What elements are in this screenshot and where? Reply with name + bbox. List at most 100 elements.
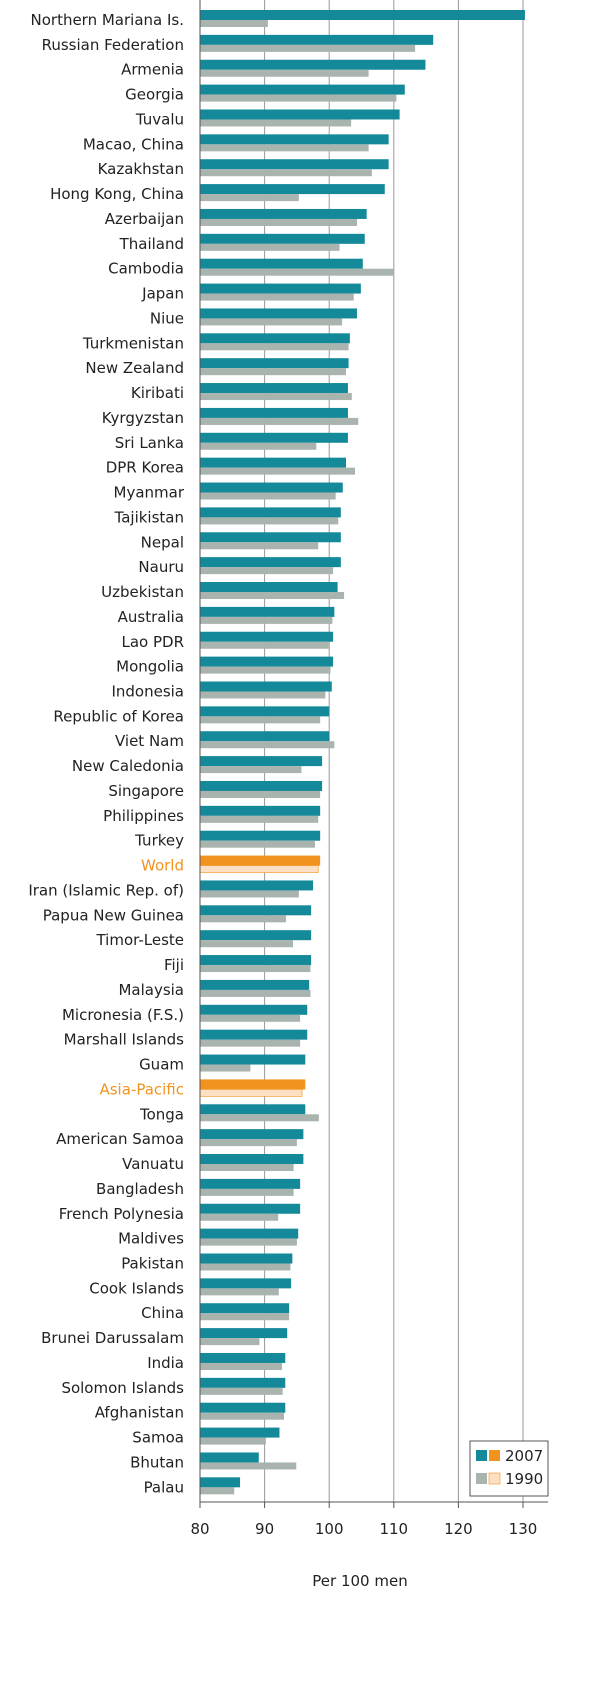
bar-2007-maldives — [200, 1228, 299, 1239]
bar-2007-iran-islamic-rep-of — [200, 880, 314, 891]
category-label-singapore: Singapore — [108, 782, 184, 800]
bar-1990-tuvalu — [200, 119, 352, 127]
bars — [199, 10, 525, 1495]
category-label-cambodia: Cambodia — [108, 260, 184, 278]
category-label-bhutan: Bhutan — [130, 1453, 184, 1471]
bar-2007-kyrgyzstan — [200, 407, 348, 418]
bar-2007-palau — [200, 1477, 241, 1488]
category-label-timor-leste: Timor-Leste — [95, 931, 184, 949]
bar-1990-timor-leste — [200, 940, 294, 948]
bar-1990-georgia — [200, 94, 397, 102]
bar-2007-cambodia — [200, 258, 363, 269]
bar-1990-russian-federation — [200, 44, 416, 52]
category-label-tonga: Tonga — [139, 1105, 184, 1123]
bar-1990-northern-mariana-is — [200, 20, 268, 27]
bar-1990-philippines — [200, 815, 319, 823]
category-label-hong-kong-china: Hong Kong, China — [50, 185, 184, 203]
bar-1990-samoa — [200, 1437, 266, 1445]
bar-1990-kazakhstan — [200, 169, 372, 177]
category-label-malaysia: Malaysia — [118, 981, 184, 999]
bar-2007-mongolia — [200, 656, 334, 667]
bar-2007-afghanistan — [200, 1402, 286, 1413]
category-label-armenia: Armenia — [121, 61, 184, 79]
bar-1990-french-polynesia — [200, 1213, 279, 1221]
category-label-viet-nam: Viet Nam — [115, 732, 184, 750]
category-label-australia: Australia — [118, 608, 184, 626]
bar-1990-nepal — [200, 542, 319, 550]
category-label-turkey: Turkey — [134, 832, 184, 850]
category-label-asia-pacific: Asia-Pacific — [99, 1080, 184, 1098]
category-label-georgia: Georgia — [125, 86, 184, 104]
category-labels: Northern Mariana Is. Russian Federation Ar… — [28, 11, 184, 1496]
bar-1990-azerbaijan — [200, 218, 357, 226]
category-label-kiribati: Kiribati — [131, 384, 184, 402]
bar-2007-singapore — [200, 780, 323, 791]
bar-2007-uzbekistan — [200, 582, 338, 593]
bar-1990-asia-pacific — [199, 1089, 303, 1097]
category-label-brunei-darussalam: Brunei Darussalam — [41, 1329, 184, 1347]
x-tick-label-100: 100 — [315, 1520, 344, 1538]
bar-2007-armenia — [200, 59, 426, 70]
bar-2007-viet-nam — [200, 731, 330, 742]
category-label-northern-mariana-is: Northern Mariana Is. — [31, 11, 185, 29]
category-label-papua-new-guinea: Papua New Guinea — [43, 906, 184, 924]
bar-1990-sri-lanka — [200, 442, 317, 450]
category-label-samoa: Samoa — [132, 1429, 184, 1447]
category-label-micronesia-f-s: Micronesia (F.S.) — [62, 1006, 184, 1024]
bar-2007-republic-of-korea — [200, 706, 330, 717]
bar-1990-turkmenistan — [200, 343, 349, 351]
category-label-iran-islamic-rep-of: Iran (Islamic Rep. of) — [28, 881, 184, 899]
bar-1990-tajikistan — [200, 517, 339, 525]
bar-1990-mongolia — [200, 666, 331, 674]
category-label-pakistan: Pakistan — [121, 1255, 184, 1273]
bar-2007-niue — [200, 308, 357, 319]
bar-1990-papua-new-guinea — [200, 915, 286, 923]
bar-2007-micronesia-f-s — [200, 1004, 308, 1015]
bar-2007-turkmenistan — [200, 333, 350, 344]
category-label-indonesia: Indonesia — [111, 682, 184, 700]
category-label-nauru: Nauru — [138, 558, 184, 576]
x-axis-title: Per 100 men — [312, 1572, 407, 1590]
bar-2007-tuvalu — [200, 109, 400, 120]
bar-1990-solomon-islands — [200, 1387, 283, 1395]
bar-2007-solomon-islands — [200, 1377, 286, 1388]
bar-1990-vanuatu — [200, 1164, 294, 1172]
category-label-kyrgyzstan: Kyrgyzstan — [102, 409, 184, 427]
category-label-niue: Niue — [150, 309, 184, 327]
bar-2007-india — [200, 1352, 286, 1363]
category-label-russian-federation: Russian Federation — [42, 36, 184, 54]
legend-swatch-2007 — [476, 1450, 487, 1461]
legend-swatch-highlight-2007 — [489, 1450, 500, 1461]
category-label-nepal: Nepal — [141, 533, 184, 551]
category-label-maldives: Maldives — [118, 1230, 184, 1248]
bar-2007-nepal — [200, 532, 341, 543]
bar-1990-bangladesh — [200, 1188, 294, 1196]
bar-1990-nauru — [200, 567, 334, 575]
bar-1990-pakistan — [200, 1263, 291, 1271]
bar-1990-new-caledonia — [200, 766, 302, 774]
category-label-fiji: Fiji — [164, 956, 184, 974]
category-label-philippines: Philippines — [103, 807, 184, 825]
bar-1990-brunei-darussalam — [200, 1338, 260, 1346]
bar-2007-myanmar — [200, 482, 343, 493]
bar-1990-fiji — [200, 965, 311, 973]
bar-1990-turkey — [200, 840, 315, 848]
bar-1990-palau — [200, 1487, 235, 1495]
bar-2007-china — [200, 1303, 290, 1314]
bar-2007-new-caledonia — [200, 756, 323, 767]
bar-1990-niue — [200, 318, 343, 326]
category-label-world: World — [141, 857, 184, 875]
bar-2007-thailand — [200, 233, 365, 244]
category-label-thailand: Thailand — [119, 235, 184, 253]
bar-1990-indonesia — [200, 691, 326, 699]
category-label-lao-pdr: Lao PDR — [121, 633, 184, 651]
category-label-french-polynesia: French Polynesia — [59, 1205, 184, 1223]
bar-2007-american-samoa — [200, 1129, 304, 1140]
bar-2007-australia — [200, 606, 335, 617]
bar-2007-vanuatu — [200, 1154, 304, 1165]
bar-1990-kyrgyzstan — [200, 417, 359, 425]
bar-1990-bhutan — [200, 1462, 297, 1470]
bar-1990-american-samoa — [200, 1139, 297, 1147]
bar-2007-papua-new-guinea — [200, 905, 312, 916]
bar-2007-fiji — [200, 955, 312, 966]
